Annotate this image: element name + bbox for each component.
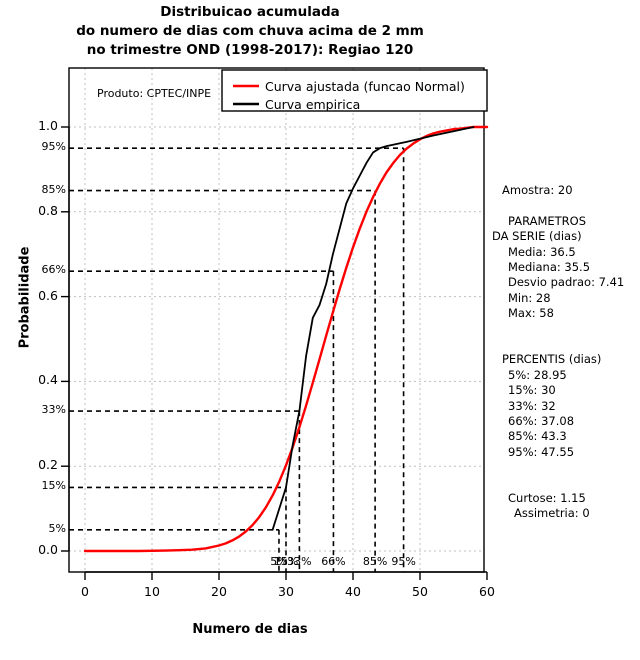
stat-spacer-5 <box>492 476 638 491</box>
stat-spacer-3 <box>492 337 638 352</box>
series-curve-empirical <box>271 126 475 531</box>
legend-box <box>221 69 488 112</box>
percentile-x-label-85: 85% <box>362 555 388 568</box>
produto-label: Produto: CPTEC/INPE <box>97 87 212 100</box>
x-tick-label-20: 20 <box>211 584 227 599</box>
stat-amostra: Amostra: 20 <box>502 183 573 197</box>
percentile-y-label-15: 15% <box>41 479 66 493</box>
percentile-x-label-5: 5% <box>270 555 288 568</box>
stat-max: Max: 58 <box>508 306 554 321</box>
stat-spacer-1 <box>492 198 638 213</box>
statistics-panel: Amostra: 20 PARAMETROS DA SERIE (dias) M… <box>492 183 638 522</box>
percentile-x-label-66: 66% <box>321 555 346 568</box>
stat-mediana: Mediana: 35.5 <box>508 260 591 275</box>
percentile-y-label-85: 85% <box>41 182 66 196</box>
stat-media: Media: 36.5 <box>508 244 576 259</box>
percentile-y-label-33: 33% <box>41 403 66 417</box>
stat-percentile-85: 85%: 43.3 <box>508 429 567 444</box>
chart-title-line-2: do numero de dias com chuva acima de 2 m… <box>76 23 424 39</box>
stat-spacer-4 <box>492 460 638 475</box>
stat-percentile-66: 66%: 37.08 <box>508 414 575 429</box>
legend-label-empirical: Curva empirica <box>265 97 361 112</box>
stat-percentile-5: 5%: 28.95 <box>508 367 567 382</box>
stat-percentile-95: 95%: 47.55 <box>508 444 575 459</box>
x-tick-label-30: 30 <box>278 584 294 599</box>
stat-parametros-header-1: PARAMETROS <box>508 213 587 228</box>
y-tick-label-0.6: 0.6 <box>38 287 58 303</box>
stat-percentis-header: PERCENTIS (dias) <box>502 352 602 367</box>
chart-title: Distribuicao acumulada do numero de dias… <box>0 3 500 60</box>
percentile-y-label-5: 5% <box>48 521 66 535</box>
stat-spacer-2 <box>492 322 638 337</box>
stat-desvio-padrao: Desvio padrao: 7.41 <box>508 275 625 290</box>
series-curve-fitted <box>83 125 489 553</box>
x-axis-title: Numero de dias <box>192 622 308 637</box>
percentile-y-label-95: 95% <box>41 140 66 154</box>
stat-parametros-header-2: DA SERIE (dias) <box>492 229 582 244</box>
percentile-x-label-15: 15% <box>273 555 299 568</box>
stat-percentile-15: 15%: 30 <box>508 383 556 398</box>
percentile-y-label-66: 66% <box>41 263 66 277</box>
y-tick-label-0.2: 0.2 <box>38 457 58 473</box>
stat-percentile-33: 33%: 32 <box>508 398 556 413</box>
stat-min: Min: 28 <box>508 290 551 305</box>
y-tick-label-0.8: 0.8 <box>38 202 58 218</box>
legend-label-fitted: Curva ajustada (funcao Normal) <box>265 79 465 94</box>
x-tick-label-40: 40 <box>345 584 361 599</box>
plot-frame <box>68 67 485 573</box>
x-tick-label-60: 60 <box>479 584 495 599</box>
stat-assimetria: Assimetria: 0 <box>514 506 590 521</box>
stat-curtose: Curtose: 1.15 <box>508 491 586 506</box>
y-tick-label-1.0: 1.0 <box>38 118 58 133</box>
x-tick-label-10: 10 <box>144 584 160 599</box>
chart-title-line-3: no trimestre OND (1998-2017): Regiao 120 <box>86 42 414 58</box>
y-tick-label-0.4: 0.4 <box>38 372 58 388</box>
y-tick-label-0.0: 0.0 <box>38 542 58 557</box>
x-tick-label-50: 50 <box>412 584 428 599</box>
percentile-x-label-33: 33% <box>287 555 312 568</box>
x-tick-label-0: 0 <box>81 584 89 599</box>
percentile-x-label-95: 95% <box>391 555 416 568</box>
chart-title-line-1: Distribuicao acumulada <box>160 4 340 20</box>
